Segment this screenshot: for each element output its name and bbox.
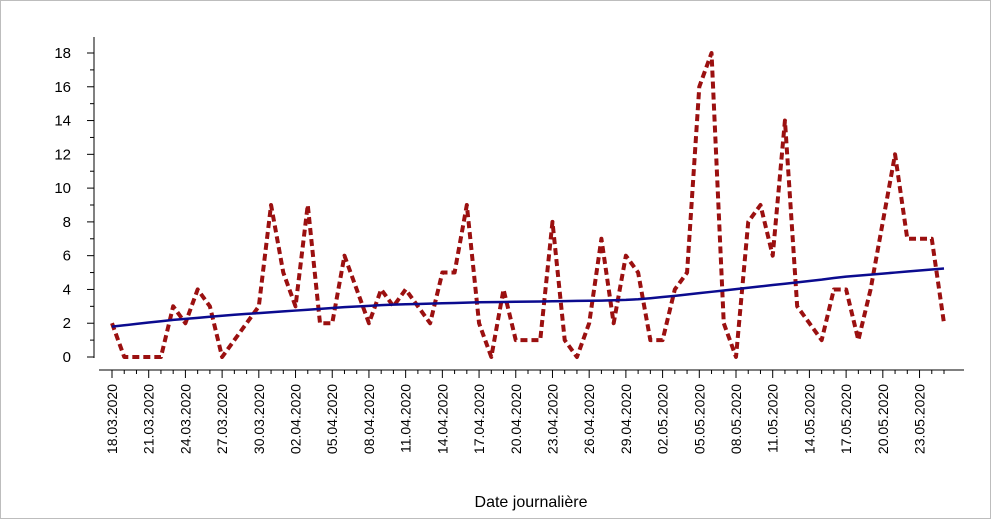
y-tick-label: 10	[54, 180, 71, 197]
x-tick-label: 21.03.2020	[141, 384, 157, 454]
x-tick-label: 26.04.2020	[581, 384, 597, 454]
x-tick-label: 14.04.2020	[434, 384, 450, 454]
x-tick-label: 05.05.2020	[691, 384, 707, 454]
x-tick-label: 08.04.2020	[361, 384, 377, 454]
x-tick-label: 08.05.2020	[728, 384, 744, 454]
x-tick-label: 20.04.2020	[508, 384, 524, 454]
x-tick-label: 24.03.2020	[177, 384, 193, 454]
series-line-daily	[112, 53, 944, 357]
y-tick-label: 6	[63, 248, 71, 265]
x-tick-label: 11.05.2020	[765, 384, 781, 453]
y-tick-label: 0	[63, 349, 71, 366]
y-tick-label: 2	[63, 315, 71, 332]
x-tick-label: 29.04.2020	[618, 384, 634, 454]
y-tick-label: 8	[63, 214, 71, 231]
y-tick-group: 0 2 4 6 8 10 12 14 16 18	[54, 45, 94, 366]
x-axis-title: Date journalière	[475, 494, 588, 511]
series-line-trend	[112, 269, 944, 327]
x-tick-label: 23.05.2020	[912, 384, 928, 454]
x-tick-label: 18.03.2020	[104, 384, 120, 454]
x-tick-label: 23.04.2020	[544, 384, 560, 454]
x-tick-label: 27.03.2020	[214, 384, 230, 454]
x-tick-label: 30.03.2020	[251, 384, 267, 454]
series-group	[112, 53, 944, 357]
x-tick-label: 02.04.2020	[288, 384, 304, 454]
y-tick-label: 18	[54, 45, 71, 62]
y-tick-label: 4	[63, 281, 71, 298]
x-tick-label: 17.04.2020	[471, 384, 487, 454]
x-tick-label: 17.05.2020	[838, 384, 854, 454]
y-tick-label: 12	[54, 146, 71, 163]
y-tick-label: 14	[54, 113, 71, 130]
y-tick-label: 16	[54, 79, 71, 96]
x-tick-label: 05.04.2020	[324, 384, 340, 454]
x-tick-label: 11.04.2020	[398, 384, 414, 453]
x-tick-group: 18.03.2020 21.03.2020 24.03.2020 27.03.2020…	[104, 370, 944, 454]
x-tick-label: 14.05.2020	[801, 384, 817, 454]
x-tick-label: 20.05.2020	[875, 384, 891, 454]
x-tick-label: 02.05.2020	[655, 384, 671, 454]
